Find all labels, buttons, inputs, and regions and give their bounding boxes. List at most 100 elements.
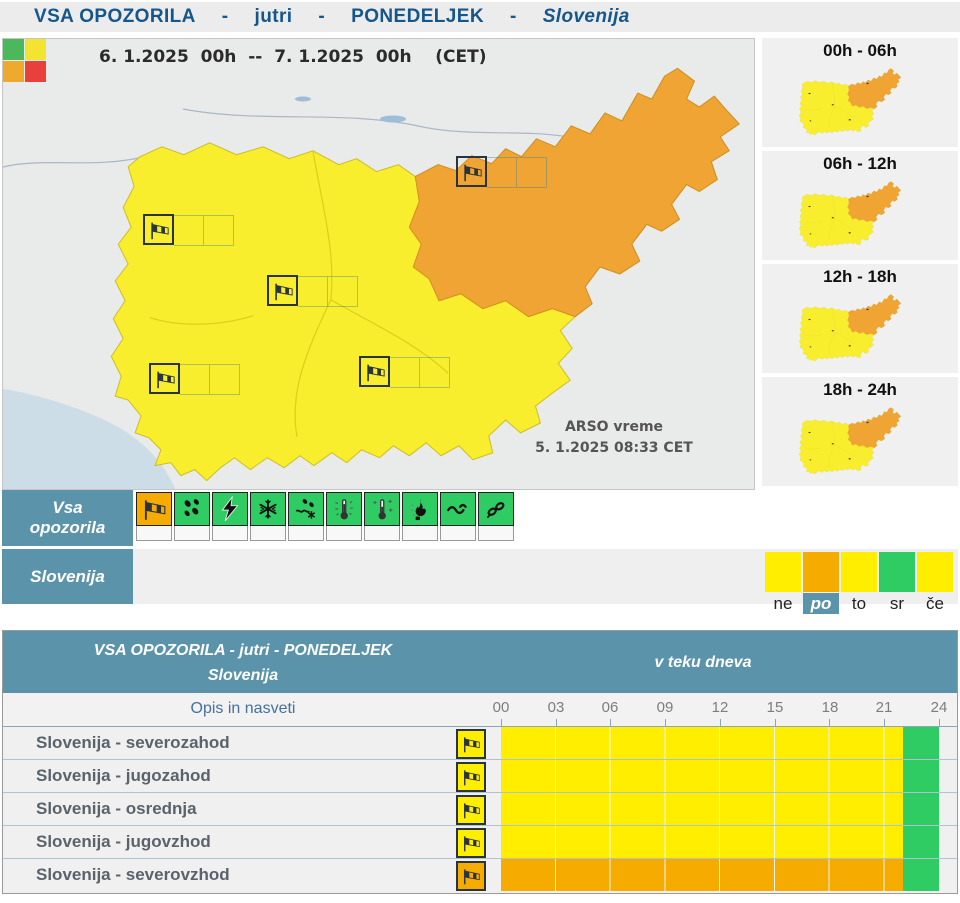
day-label[interactable]: ne [773, 594, 793, 613]
snowflake-icon [250, 492, 286, 526]
map-wind-marker-ne [456, 156, 547, 188]
sea-area [3, 389, 176, 489]
mini-slovenia-map [789, 62, 931, 144]
timeline-map-00-06[interactable]: 00h - 06h [762, 38, 958, 147]
timeline-map-06-12[interactable]: 06h - 12h [762, 151, 958, 260]
title-separator: - [509, 6, 517, 27]
mini-slovenia-map [789, 175, 931, 257]
flame-icon [402, 492, 438, 526]
day-sr[interactable]: sr [879, 552, 915, 614]
day-warning-color [879, 552, 915, 592]
attribution-issued: 5. 1.2025 08:33 CET [535, 440, 693, 456]
description-column-header: Opis in nasveti [190, 700, 296, 717]
region-row-label: Slovenija - severovzhod [36, 865, 230, 884]
border-lines [3, 108, 569, 168]
filter-cold-button[interactable] [364, 492, 400, 541]
all-warnings-label: Vsa opozorila [2, 490, 133, 546]
day-po[interactable]: po [803, 552, 839, 614]
table-row-jugovzhod[interactable]: Slovenija - jugovzhod [3, 825, 957, 858]
time-tick: 06 [601, 699, 619, 716]
marker-empty-cell [174, 215, 204, 246]
day-ce[interactable]: če [917, 552, 953, 614]
filter-count-cell [212, 526, 248, 541]
table-subheader: Opis in nasveti 00 03 06 09 12 15 18 21 … [3, 693, 957, 727]
attribution-source: ARSO vreme [564, 419, 664, 435]
table-row-osrednja[interactable]: Slovenija - osrednja [3, 792, 957, 825]
windsock-icon [456, 762, 486, 792]
filter-sea-button[interactable] [440, 492, 476, 541]
marker-empty-cell [420, 357, 450, 388]
map-wind-marker-nw [143, 214, 234, 246]
filter-count-cell [364, 526, 400, 541]
day-label[interactable]: po [803, 593, 839, 614]
warning-map-panel: 6. 1.2025 00h -- 7. 1.2025 00h (CET) ARS… [2, 38, 755, 490]
filter-heat-button[interactable] [326, 492, 362, 541]
region-row-label: Slovenija - osrednja [36, 799, 197, 818]
day-warning-color [917, 552, 953, 592]
marker-empty-cell [180, 364, 210, 395]
windsock-icon [359, 356, 390, 387]
filter-count-cell [250, 526, 286, 541]
timeline-maps-sidebar: 00h - 06h 06h - 12h 12h - 18h 18h - 24h [762, 38, 958, 490]
region-row-label: Slovenija - severozahod [36, 733, 230, 752]
timeline-map-label: 18h - 24h [823, 380, 897, 399]
tick-mark [884, 719, 885, 726]
filter-thunderstorm-button[interactable] [212, 492, 248, 541]
day-to[interactable]: to [841, 552, 877, 614]
chain-link-icon [478, 492, 514, 526]
table-row-severovzhod[interactable]: Slovenija - severovzhod [3, 858, 957, 891]
slovenia-map [3, 39, 754, 489]
marker-empty-cell [517, 157, 547, 188]
warning-level-legend [3, 39, 47, 83]
filter-count-cell [136, 526, 172, 541]
filter-rain-button[interactable] [174, 492, 210, 541]
sleet-icon [288, 492, 324, 526]
warning-type-buttons [136, 492, 514, 541]
timeline-map-12-18[interactable]: 12h - 18h [762, 264, 958, 373]
waves-icon [440, 492, 476, 526]
lake [380, 115, 406, 123]
mini-slovenia-map [789, 401, 931, 483]
table-row-jugozahod[interactable]: Slovenija - jugozahod [3, 759, 957, 792]
filter-sleet-button[interactable] [288, 492, 324, 541]
filter-wind-button[interactable] [136, 492, 172, 541]
lightning-icon [212, 492, 248, 526]
day-label[interactable]: to [851, 594, 867, 613]
filter-wildfire-button[interactable] [402, 492, 438, 541]
filter-count-cell [402, 526, 438, 541]
map-wind-marker-se [359, 356, 450, 388]
filter-count-cell [174, 526, 210, 541]
filter-count-cell [288, 526, 324, 541]
legend-orange-swatch [3, 61, 24, 82]
table-period-header: v teku dneva [654, 654, 752, 671]
time-tick: 24 [930, 699, 948, 716]
day-label[interactable]: če [926, 594, 944, 613]
time-tick: 09 [656, 699, 674, 716]
timeline-map-label: 00h - 06h [823, 41, 897, 60]
tick-mark [665, 719, 666, 726]
day-warning-color [803, 552, 839, 592]
windsock-icon [267, 275, 298, 306]
table-rows: Slovenija - severozahod Slovenija - jugo… [3, 727, 957, 891]
table-header: VSA OPOZORILA - jutri - PONEDELJEK Slove… [3, 631, 957, 693]
cold-thermometer-icon [364, 492, 400, 526]
day-ne[interactable]: ne [765, 552, 801, 614]
title-separator: - [318, 6, 326, 27]
region-row-label: Slovenija - jugovzhod [36, 832, 211, 851]
title-tomorrow: jutri [254, 6, 293, 27]
windsock-icon [143, 214, 174, 245]
timeline-map-18-24[interactable]: 18h - 24h [762, 377, 958, 486]
tick-mark [829, 719, 830, 726]
lake [295, 96, 311, 102]
map-wind-marker-sw [149, 363, 240, 395]
table-row-severozahod[interactable]: Slovenija - severozahod [3, 727, 957, 759]
day-label[interactable]: sr [889, 594, 905, 613]
filter-snow-button[interactable] [250, 492, 286, 541]
timeline-map-label: 06h - 12h [823, 154, 897, 173]
map-wind-marker-center [267, 275, 358, 307]
region-label: Slovenija [2, 549, 133, 604]
filter-ice-button[interactable] [478, 492, 514, 541]
day-warning-color [841, 552, 877, 592]
legend-red-swatch [25, 61, 46, 82]
title-region: Slovenija [542, 6, 630, 27]
